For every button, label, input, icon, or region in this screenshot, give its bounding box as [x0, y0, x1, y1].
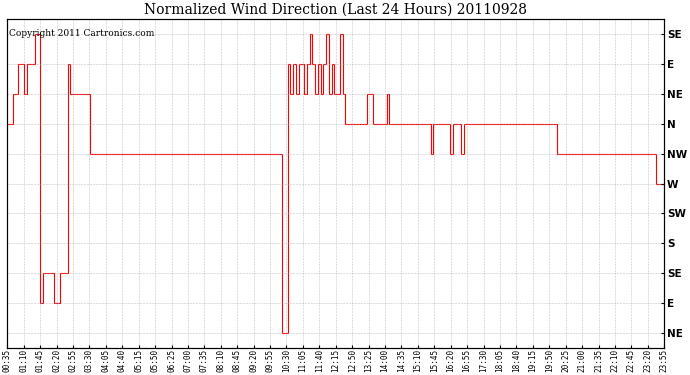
Title: Normalized Wind Direction (Last 24 Hours) 20110928: Normalized Wind Direction (Last 24 Hours…: [144, 3, 527, 17]
Text: Copyright 2011 Cartronics.com: Copyright 2011 Cartronics.com: [9, 29, 155, 38]
